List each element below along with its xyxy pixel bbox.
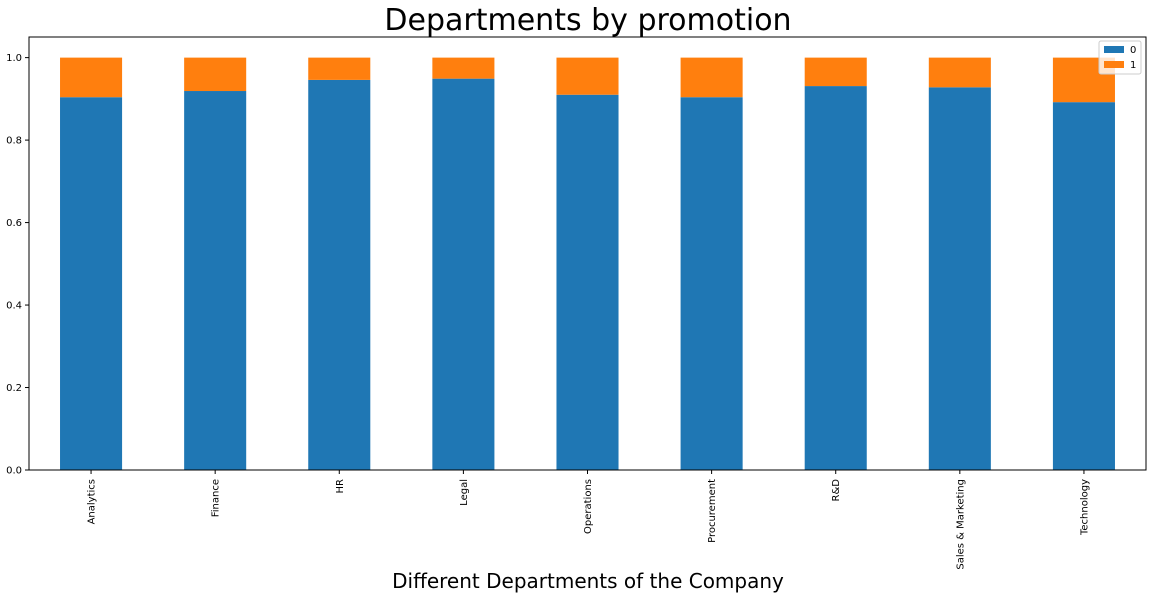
legend-label-0: 0 [1130, 45, 1136, 56]
bar-series-1-7 [804, 57, 867, 87]
x-tick-label: R&D [831, 479, 842, 502]
bar-series-0-8 [928, 87, 991, 470]
bar-series-1-8 [928, 57, 991, 88]
x-axis-label: Different Departments of the Company [392, 569, 784, 593]
y-tick-label: 0.4 [6, 301, 22, 312]
legend-swatch-0 [1104, 46, 1124, 53]
chart-title: Departments by promotion [384, 3, 791, 38]
bar-series-0-4 [432, 78, 495, 470]
x-tick-label: Legal [459, 479, 470, 506]
x-tick-label: Analytics [87, 479, 98, 524]
y-tick-label: 0.2 [6, 383, 22, 394]
x-axis: Analytics Finance HR Legal Operations Procure… [87, 470, 1090, 570]
bar-series-0-3 [308, 79, 371, 470]
y-tick-label: 1.0 [6, 53, 22, 64]
bar-series-0-6 [680, 97, 743, 471]
y-tick-label: 0.0 [6, 466, 22, 477]
x-tick-label: Procurement [707, 479, 718, 543]
plot-area [28, 36, 1147, 471]
bar-series-1-2 [184, 57, 247, 92]
bar-series-1-3 [308, 57, 371, 80]
legend-label-1: 1 [1130, 60, 1136, 71]
x-tick-label: Technology [1079, 479, 1090, 536]
bar-series-1-4 [432, 57, 495, 79]
bar-series-0-5 [556, 94, 619, 470]
y-axis: 0.0 0.2 0.4 0.6 0.8 1.0 [6, 53, 29, 477]
bar-series-1-1 [60, 57, 123, 98]
bar-series-0-1 [60, 97, 123, 471]
x-tick-label: Sales & Marketing [955, 479, 966, 570]
bar-series-1-5 [556, 57, 619, 95]
legend: 01 [1098, 40, 1142, 75]
x-tick-label: Finance [211, 479, 222, 517]
bar-series-1-6 [680, 57, 743, 98]
bar-series-0-2 [184, 91, 247, 470]
y-tick-label: 0.8 [6, 136, 22, 147]
bar-series-0-7 [804, 86, 867, 470]
bar-series-0-9 [1052, 102, 1115, 470]
x-tick-label: HR [335, 479, 346, 494]
legend-swatch-1 [1104, 61, 1124, 68]
x-tick-label: Operations [583, 479, 594, 534]
y-tick-label: 0.6 [6, 218, 22, 229]
